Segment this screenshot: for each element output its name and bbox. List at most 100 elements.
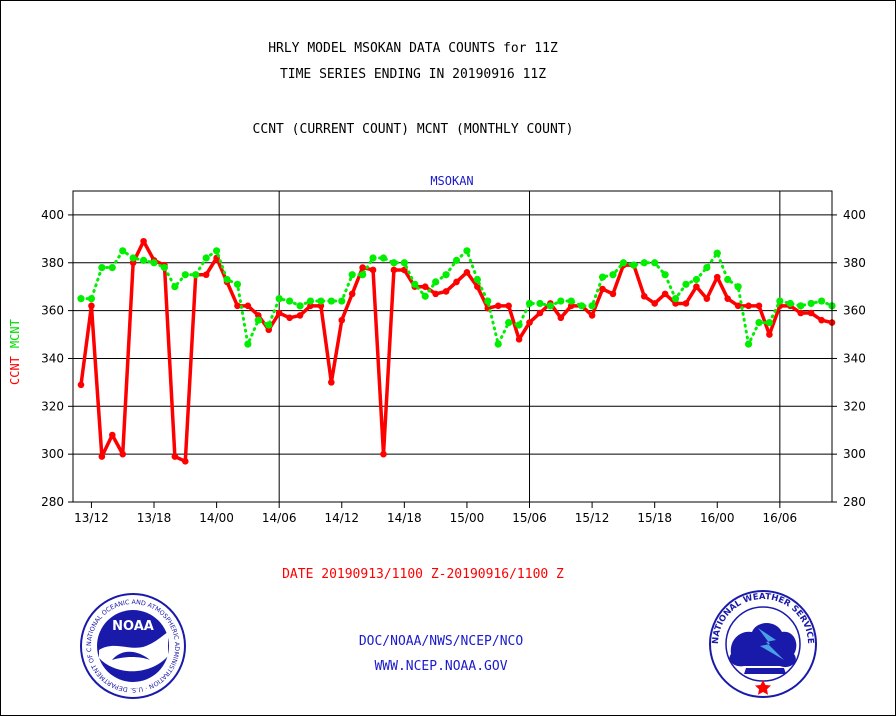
data-point <box>703 295 711 302</box>
data-point <box>296 302 304 310</box>
data-point <box>713 273 721 281</box>
plot-border <box>72 190 833 503</box>
data-point <box>755 318 763 327</box>
x-tick-label: 13/12 <box>74 511 109 525</box>
grid-lines <box>73 191 832 502</box>
data-point <box>442 271 450 279</box>
data-point <box>139 256 148 264</box>
chart-title-line1: HRLY MODEL MSOKAN DATA COUNTS for 11Z <box>268 41 558 56</box>
website-link[interactable]: WWW.NCEP.NOAA.GOV <box>374 659 507 674</box>
nws-logo: NATIONAL WEATHER SERVICE <box>709 590 817 698</box>
data-point <box>713 249 721 257</box>
data-point <box>525 299 534 308</box>
noaa-ring-text: NATIONAL OCEANIC AND ATMOSPHERIC ADMINIS… <box>0 0 180 693</box>
data-point <box>140 237 147 245</box>
data-point <box>661 271 669 279</box>
data-point <box>348 271 356 279</box>
y-axis-label-ccnt: CCNT <box>8 356 22 385</box>
data-point <box>421 283 429 290</box>
y-tick-label-right: 300 <box>843 447 866 461</box>
data-point <box>818 316 825 324</box>
data-point <box>254 316 262 324</box>
data-point <box>734 283 742 291</box>
data-point <box>536 299 544 308</box>
data-point <box>359 264 366 271</box>
data-point <box>682 280 690 288</box>
noaa-logo-text: NOAA <box>112 619 154 634</box>
data-point <box>588 302 596 310</box>
data-point <box>317 297 325 305</box>
data-point <box>129 254 137 262</box>
data-point <box>640 259 648 267</box>
data-point <box>119 247 127 255</box>
data-point <box>797 309 805 317</box>
y-tick-label-left: 360 <box>41 304 64 318</box>
y-tick-label-left: 300 <box>41 447 64 461</box>
data-point <box>87 295 96 303</box>
data-point <box>557 297 565 305</box>
data-point <box>202 271 210 279</box>
data-point <box>348 290 356 298</box>
data-point <box>703 263 711 272</box>
data-point <box>369 266 377 274</box>
x-ticks: 13/12 13/18 14/00 14/06 14/12 14/18 15/00 15/06… <box>74 502 797 525</box>
data-point <box>661 290 669 298</box>
y-tick-label-left: 340 <box>41 351 64 365</box>
y-tick-label-left: 320 <box>41 399 64 413</box>
data-point <box>88 302 95 310</box>
x-tick-label: 14/06 <box>262 511 297 525</box>
data-point <box>181 271 189 279</box>
data-point <box>515 321 523 329</box>
data-point <box>77 295 85 303</box>
data-point <box>182 458 189 465</box>
data-point <box>598 273 607 281</box>
data-point <box>400 259 408 267</box>
data-point <box>693 283 700 290</box>
data-point <box>599 285 606 293</box>
y-ticks-left: 280 300 320 340 360 380 400 <box>41 208 73 509</box>
data-point <box>724 275 732 284</box>
data-point <box>171 283 179 291</box>
data-point <box>515 336 523 343</box>
data-point <box>755 302 763 310</box>
data-point <box>119 450 127 458</box>
data-point <box>390 259 398 267</box>
date-range: DATE 20190913/1100 Z-20190916/1100 Z <box>282 567 564 582</box>
data-point <box>651 300 658 307</box>
data-point <box>432 278 440 286</box>
data-point <box>171 453 179 460</box>
data-point <box>609 290 617 298</box>
data-point <box>671 295 680 303</box>
x-tick-label: 14/18 <box>387 511 422 525</box>
x-tick-label: 15/12 <box>575 511 610 525</box>
data-point <box>265 321 273 329</box>
x-tick-label: 14/00 <box>199 511 234 525</box>
data-point <box>192 271 200 279</box>
x-tick-label: 14/12 <box>324 511 359 525</box>
y-tick-label-right: 340 <box>843 351 866 365</box>
y-tick-label-right: 280 <box>843 495 866 509</box>
data-point <box>557 314 565 322</box>
y-tick-label-right: 400 <box>843 208 866 222</box>
data-point <box>817 297 826 305</box>
data-point <box>578 302 586 310</box>
data-point <box>390 266 398 274</box>
chart-title-line2: TIME SERIES ENDING IN 20190916 11Z <box>280 67 546 82</box>
data-point <box>233 280 242 288</box>
x-tick-label: 15/18 <box>637 511 672 525</box>
data-point <box>692 275 701 284</box>
y-tick-label-right: 380 <box>843 256 866 270</box>
y-tick-label-left: 380 <box>41 256 64 270</box>
data-point <box>494 340 502 348</box>
data-point <box>807 309 815 317</box>
data-point <box>807 299 815 308</box>
chart-subtitle: CCNT (CURRENT COUNT) MCNT (MONTHLY COUNT… <box>253 122 574 137</box>
data-point <box>328 379 335 386</box>
data-point <box>306 297 315 305</box>
data-point <box>588 312 596 319</box>
data-point <box>432 290 439 298</box>
data-point <box>567 297 575 305</box>
data-point <box>546 302 554 310</box>
noaa-logo: NATIONAL OCEANIC AND ATMOSPHERIC ADMINIS… <box>0 0 186 699</box>
data-point <box>212 247 221 255</box>
